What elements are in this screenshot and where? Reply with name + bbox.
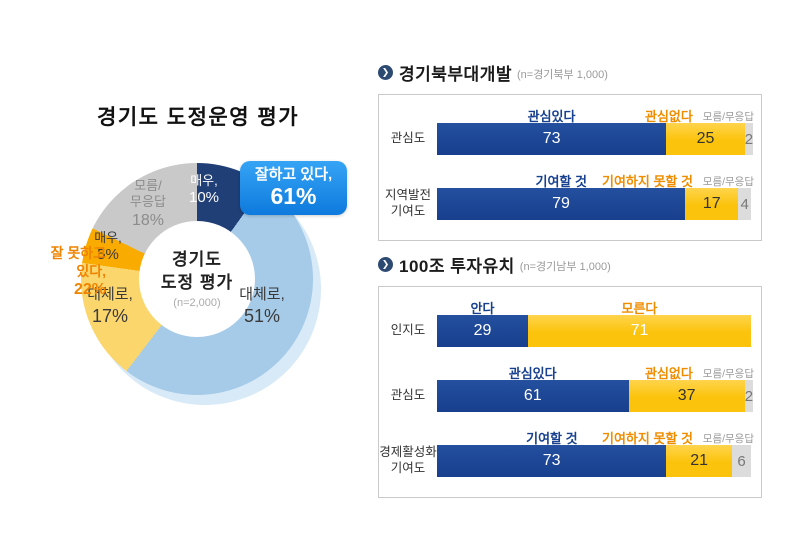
stacked-bar: 73 21 6 [437,445,751,477]
donut-label-somewhat-positive: 대체로, 51% [239,286,285,327]
section-bullet-icon: ❯ [378,64,393,80]
bar-label-neg: 관심없다 [645,109,693,124]
bar-label-dontknow: 모름/무응답 [702,176,754,188]
segment-value: 51% [243,305,281,326]
bar-label-pos: 관심있다 [508,366,557,381]
section-2: ❯ 100조 투자유치 (n=경기남부 1,000) 인지도 안다 모른다 29 71 관심도 관… [378,254,762,498]
bar-segment-neg: 17 [685,188,739,220]
segment-label: 매우, [94,230,122,245]
bar-label-dontknow: 모름/무응답 [702,368,754,380]
bar-zone: 관심있다 관심없다 모름/무응답 73 25 2 [437,106,754,155]
segment-value: 5% [97,246,119,264]
bar-segment-neg: 21 [666,445,733,477]
bar-zone: 안다 모른다 29 71 [437,298,751,347]
section-sample-size: (n=경기남부 1,000) [519,260,611,273]
bar-segment-dk: 2 [744,380,754,412]
bar-label-pos: 관심있다 [527,109,576,124]
bar-segment-pos: 73 [437,445,667,477]
row-category-label: 인지도 [390,323,426,338]
bar-label-pos: 안다 [470,301,495,316]
row-category-label: 관심도 [390,388,426,403]
bar-label-dontknow: 모름/무응답 [702,111,754,123]
row-category-label: 관심도 [390,131,426,146]
stacked-bar: 73 25 2 [437,123,754,155]
segment-label: 대체로, [87,286,133,303]
section-title: 경기북부대개발 [399,64,512,84]
negative-total-callout: 잘 못하고 있다, 22% [2,244,106,301]
bar-label-pos: 기여할 것 [526,431,578,446]
donut-center-title-line2: 도정 평가 [160,272,234,292]
bar-label-neg: 기여하지 못할 것 [602,431,693,446]
donut-sample-size: (n=2,000) [173,296,221,309]
donut-center-title-line1: 경기도 [172,250,222,270]
section-chart-box: 관심도 관심있다 관심없다 모름/무응답 73 25 2 지역발전 기여도 기여할 것 기여하지 못… [378,94,762,241]
donut-label-very-positive: 매우, 10% [189,173,219,208]
section-bullet-icon: ❯ [378,256,393,272]
bar-top-labels: 관심있다 관심없다 모름/무응답 [437,363,754,381]
section-title: 100조 투자유치 [399,256,515,276]
bar-segment-dk: 6 [732,445,751,477]
bar-row: 인지도 안다 모른다 29 71 [379,298,756,347]
donut-center: 경기도 도정 평가 (n=2,000) [139,221,255,337]
segment-value: 17% [91,305,129,326]
donut-label-somewhat-negative: 대체로, 17% [87,286,133,327]
segment-label: 대체로, [239,286,285,303]
bar-top-labels: 안다 모른다 [437,298,751,316]
bar-segment-pos: 73 [437,123,667,155]
bar-top-labels: 기여할 것 기여하지 못할 것 모름/무응답 [437,171,754,189]
bar-segment-neg: 25 [666,123,745,155]
section-sample-size: (n=경기북부 1,000) [516,68,608,81]
bar-label-pos: 기여할 것 [535,174,587,189]
bar-top-labels: 관심있다 관심없다 모름/무응답 [437,106,754,124]
bar-segment-neg: 37 [628,380,745,412]
bar-segment-dk: 4 [738,188,751,220]
donut-chart: 경기도 도정 평가 (n=2,000) 매우, 10% 대체로, 51% 대체로… [0,140,380,450]
donut-label-very-negative: 매우, 5% [94,230,122,265]
section-header: ❯ 100조 투자유치 (n=경기남부 1,000) [378,254,762,276]
segment-value: 10% [188,189,220,207]
segment-label: 모름/ [134,178,162,193]
bar-zone: 관심있다 관심없다 모름/무응답 61 37 2 [437,363,754,412]
callout-text: 잘하고 있다, [254,166,333,184]
row-category-label: 경제활성화 기여도 [379,445,437,475]
bar-segment-dk: 2 [744,123,754,155]
section-header: ❯ 경기북부대개발 (n=경기북부 1,000) [378,62,762,84]
donut-label-dontknow: 모름/ 무응답 18% [130,178,166,231]
callout-value: 22% [73,281,106,299]
section-1: ❯ 경기북부대개발 (n=경기북부 1,000) 관심도 관심있다 관심없다 모름/무응답 7… [378,62,762,241]
bar-row: 지역발전 기여도 기여할 것 기여하지 못할 것 모름/무응답 79 17 4 [379,171,756,220]
callout-text: 잘 못하고 [50,245,106,261]
bar-segment-pos: 29 [437,315,529,347]
stacked-bar: 61 37 2 [437,380,754,412]
bar-zone: 기여할 것 기여하지 못할 것 모름/무응답 73 21 6 [437,428,754,477]
page-title: 경기도 도정운영 평가 [97,106,300,129]
callout-text: 있다, [76,263,106,280]
bar-segment-pos: 61 [437,380,629,412]
callout-value: 61% [270,183,317,210]
row-category-label: 지역발전 기여도 [384,188,431,218]
section-chart-box: 인지도 안다 모른다 29 71 관심도 관심있다 관심없다 모름/무응답 61 37 2 경제활성화 기… [378,286,762,498]
bar-label-neg: 관심없다 [645,366,693,381]
segment-value: 18% [131,211,165,229]
bar-row: 경제활성화 기여도 기여할 것 기여하지 못할 것 모름/무응답 73 21 6 [379,428,756,477]
bar-top-labels: 기여할 것 기여하지 못할 것 모름/무응답 [437,428,754,446]
bar-zone: 기여할 것 기여하지 못할 것 모름/무응답 79 17 4 [437,171,754,220]
segment-label: 매우, [190,173,218,188]
stacked-bar: 79 17 4 [437,188,751,220]
positive-total-callout: 잘하고 있다, 61% [240,161,347,215]
stacked-bar: 29 71 [437,315,751,347]
bar-row: 관심도 관심있다 관심없다 모름/무응답 73 25 2 [379,106,756,155]
bar-label-neg: 기여하지 못할 것 [602,174,693,189]
bar-segment-neg: 71 [528,315,751,347]
segment-label: 무응답 [130,194,166,210]
bar-label-neg: 모른다 [621,301,658,316]
bar-row: 관심도 관심있다 관심없다 모름/무응답 61 37 2 [379,363,756,412]
bar-segment-pos: 79 [437,188,686,220]
bar-label-dontknow: 모름/무응답 [702,433,754,445]
